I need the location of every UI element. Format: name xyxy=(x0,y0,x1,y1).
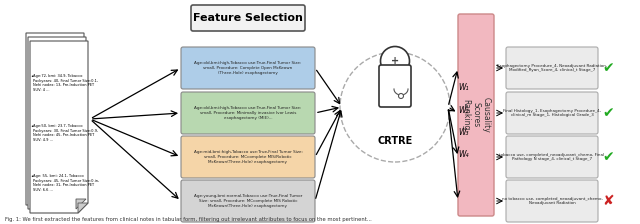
Text: +: + xyxy=(391,56,399,66)
Text: Final Histology_1, Esophagectomy Procedure_4,
clinical_m Stage_1, Histological G: Final Histology_1, Esophagectomy Procedu… xyxy=(503,109,601,117)
Circle shape xyxy=(399,93,403,99)
Text: Fig. 1: We first extracted the features from clinical notes in tabular form, fil: Fig. 1: We first extracted the features … xyxy=(5,217,372,222)
Polygon shape xyxy=(74,195,84,205)
FancyBboxPatch shape xyxy=(181,180,315,222)
Text: tobacco use, completed_neoadjuvant_chemo, Final
Pathology N stage_4, clinical_t : tobacco use, completed_neoadjuvant_chemo… xyxy=(499,153,605,161)
Text: •: • xyxy=(30,174,33,179)
Text: Age:72, bmi: 34.9, Tobacco
Packyears: 40, Final Tumor Size:0.1,
Nehi nodex: 13, : Age:72, bmi: 34.9, Tobacco Packyears: 40… xyxy=(33,74,98,92)
Text: W₂: W₂ xyxy=(458,106,468,114)
FancyBboxPatch shape xyxy=(191,5,305,31)
Polygon shape xyxy=(26,33,84,205)
Text: ✔: ✔ xyxy=(602,106,614,120)
Text: W₄: W₄ xyxy=(458,149,468,159)
Polygon shape xyxy=(76,199,86,209)
Text: Age:mid,bmi:high,Tobacco use:True,Final Tumor Size:
small, Procedure: MCcomplete: Age:mid,bmi:high,Tobacco use:True,Final … xyxy=(193,150,303,164)
FancyBboxPatch shape xyxy=(506,180,598,222)
FancyBboxPatch shape xyxy=(506,47,598,89)
Text: •: • xyxy=(30,124,33,129)
Text: •: • xyxy=(30,74,33,79)
Polygon shape xyxy=(28,37,86,209)
Text: ✘: ✘ xyxy=(602,194,614,208)
FancyBboxPatch shape xyxy=(506,92,598,134)
FancyBboxPatch shape xyxy=(391,75,399,82)
Polygon shape xyxy=(78,203,88,213)
Text: Feature Selection: Feature Selection xyxy=(193,13,303,23)
Text: Age:old,bmi:high,Tobacco use:True,Final Tumor Size:
small, Procedure: Minimally : Age:old,bmi:high,Tobacco use:True,Final … xyxy=(195,106,301,120)
Text: Esophagectomy Procedure_4, Neoadjuvant Radiation,
Modified_Ryan_Score_4, clinica: Esophagectomy Procedure_4, Neoadjuvant R… xyxy=(497,64,607,72)
Text: Age:old,bmi:high,Tobacco use:True,Final Tumor Size:
small, Procedure: Complete O: Age:old,bmi:high,Tobacco use:True,Final … xyxy=(195,61,301,75)
FancyBboxPatch shape xyxy=(379,65,411,107)
Text: Age:young,bmi:normal,Tobacco use:True,Final Tumor
Size: small, Procedure: MCcomp: Age:young,bmi:normal,Tobacco use:True,Fi… xyxy=(194,194,302,208)
Text: ✔: ✔ xyxy=(602,61,614,75)
Text: W₃: W₃ xyxy=(458,127,468,136)
Polygon shape xyxy=(30,41,88,213)
Text: CRTRE: CRTRE xyxy=(378,136,413,146)
Text: Age: 55, bmi: 24.1, Tobacco
Packyears: 45, Final Tumor Size:0.in,
Nehi nodex: 31: Age: 55, bmi: 24.1, Tobacco Packyears: 4… xyxy=(33,174,99,192)
FancyBboxPatch shape xyxy=(181,92,315,134)
Text: Causality
Scores
Ranking: Causality Scores Ranking xyxy=(461,97,491,133)
Text: ✔: ✔ xyxy=(602,150,614,164)
FancyBboxPatch shape xyxy=(458,14,494,216)
Circle shape xyxy=(381,47,410,75)
FancyBboxPatch shape xyxy=(181,47,315,89)
Text: Age:50, bmi: 23.7, Tobacco
Packyears: 30, Final Tumor Size:0.9,
Nehi nodex: 45, : Age:50, bmi: 23.7, Tobacco Packyears: 30… xyxy=(33,124,98,142)
FancyBboxPatch shape xyxy=(506,136,598,178)
Text: W₁: W₁ xyxy=(458,83,468,92)
Text: no tobacco use, completed_neoadjuvant_chemo,
Neoadjuvant Radiation: no tobacco use, completed_neoadjuvant_ch… xyxy=(502,197,602,205)
FancyBboxPatch shape xyxy=(181,136,315,178)
